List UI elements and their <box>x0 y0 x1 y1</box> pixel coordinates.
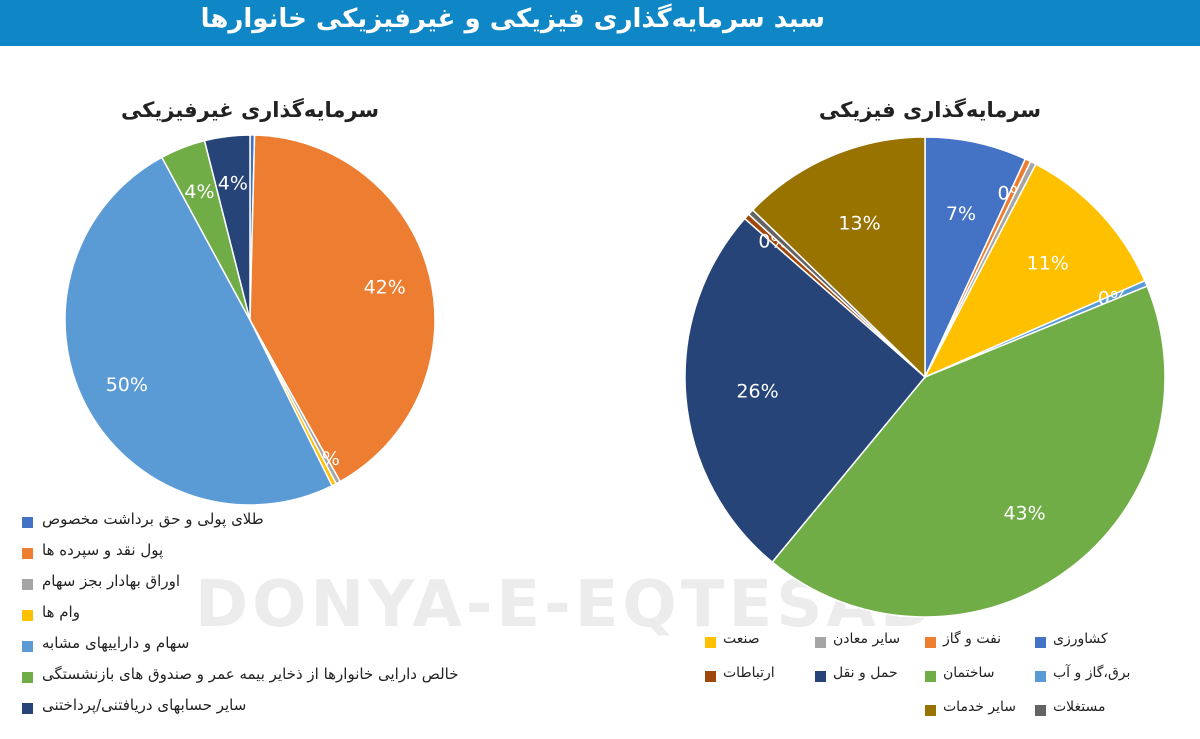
legend-swatch <box>925 671 936 682</box>
legend-item: طلای پولی و حق برداشت مخصوص <box>18 508 578 539</box>
legend-swatch <box>22 579 33 590</box>
legend-swatch <box>705 671 716 682</box>
pie-slice-0-6 <box>203 134 251 321</box>
pie-slice-1-3 <box>923 163 1146 379</box>
legend-label: وام ها <box>42 603 80 621</box>
physical-legend: کشاورزی نفت و گاز سایر معادن صنعت برق،گاز و … <box>700 630 1150 730</box>
pie-data-label-0-6: 4% <box>218 172 248 194</box>
left-chart-title: سرمایه‌گذاری غیرفیزیکی <box>120 98 380 122</box>
pie-slice-1-5 <box>771 285 1166 618</box>
legend-item: سایر حسابهای دریافتنی/پرداختنی <box>18 694 578 725</box>
legend-item: پول نقد و سپرده ها <box>18 539 578 570</box>
legend-swatch <box>22 672 33 683</box>
pie-slice-1-0 <box>924 136 1027 378</box>
pie-data-label-1-0: 7% <box>946 203 976 225</box>
legend-label: حمل و نقل <box>833 665 898 681</box>
legend-item: وام ها <box>18 601 578 632</box>
legend-item: سهام و داراییهای مشابه <box>18 632 578 663</box>
legend-label: اوراق بهادار بجز سهام <box>42 572 180 590</box>
legend-label: سایر حسابهای دریافتنی/پرداختنی <box>42 696 247 714</box>
pie-data-label-1-6: 26% <box>736 380 778 402</box>
legend-swatch <box>815 637 826 648</box>
legend-label: طلای پولی و حق برداشت مخصوص <box>42 510 264 528</box>
legend-label: سهام و داراییهای مشابه <box>42 634 190 652</box>
non-physical-legend: طلای پولی و حق برداشت مخصوص پول نقد و سپر… <box>18 508 578 725</box>
legend-swatch <box>22 548 33 559</box>
legend-label: پول نقد و سپرده ها <box>42 541 164 559</box>
legend-swatch <box>22 703 33 714</box>
legend-label: کشاورزی <box>1053 631 1108 647</box>
legend-label: ارتباطات <box>723 665 775 681</box>
legend-label: مستغلات <box>1053 699 1106 715</box>
legend-swatch <box>925 705 936 716</box>
legend-item: اوراق بهادار بجز سهام <box>18 570 578 601</box>
legend-swatch <box>1035 637 1046 648</box>
legend-label: سایر خدمات <box>943 699 1017 715</box>
pie-data-label-0-4: 50% <box>106 374 148 396</box>
pie-slice-0-4 <box>64 156 334 506</box>
page-title: سبد سرمایه‌گذاری فیزیکی و غیرفیزیکی خانو… <box>200 4 825 34</box>
legend-swatch <box>925 637 936 648</box>
physical-pie-chart: 7%0%11%0%43%26%0%13% <box>684 136 1166 618</box>
legend-item: خالص دارایی خانوارها از ذخایر بیمه عمر و… <box>18 663 578 694</box>
legend-label: برق،گاز و آب <box>1053 665 1131 681</box>
legend-swatch <box>815 671 826 682</box>
header-bar: سبد سرمایه‌گذاری فیزیکی و غیرفیزیکی خانو… <box>0 0 1200 46</box>
legend-label: نفت و گاز <box>943 631 1002 647</box>
legend-label: ساختمان <box>943 665 995 681</box>
legend-swatch <box>705 637 716 648</box>
legend-swatch <box>22 641 33 652</box>
pie-data-label-1-9: 13% <box>838 212 880 234</box>
pie-data-label-0-1: 42% <box>364 277 406 299</box>
pie-slice-0-1 <box>249 134 436 483</box>
legend-swatch <box>1035 705 1046 716</box>
legend-label: سایر معادن <box>833 631 901 647</box>
legend-label: خالص دارایی خانوارها از ذخایر بیمه عمر و… <box>42 665 459 683</box>
legend-swatch <box>1035 671 1046 682</box>
pie-data-label-0-5: 4% <box>184 181 214 203</box>
legend-swatch <box>22 610 33 621</box>
non-physical-pie-chart: 42%0%50%4% 4% <box>64 134 436 506</box>
pie-data-label-1-5: 43% <box>1003 502 1045 524</box>
pie-data-label-1-3: 11% <box>1027 252 1069 274</box>
pie-slice-1-6 <box>684 217 927 564</box>
legend-label: صنعت <box>723 631 760 647</box>
legend-swatch <box>22 517 33 528</box>
pie-slice-1-9 <box>751 136 926 379</box>
right-chart-title: سرمایه‌گذاری فیزیکی <box>818 98 1042 122</box>
